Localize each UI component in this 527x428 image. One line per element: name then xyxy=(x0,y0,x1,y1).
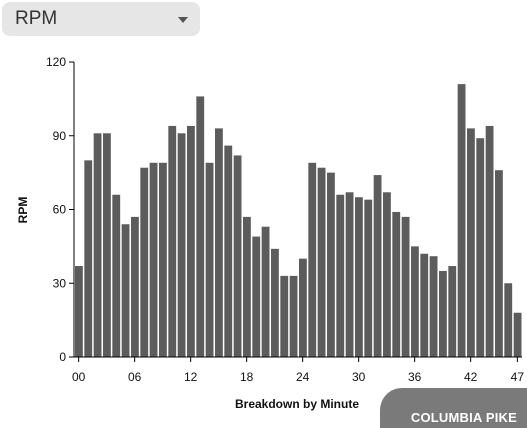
bar-minute-6 xyxy=(131,216,139,358)
x-tick-label: 18 xyxy=(240,370,254,384)
bar-minute-26 xyxy=(317,167,326,357)
bar-minute-19 xyxy=(252,236,261,357)
bar-minute-13 xyxy=(196,96,205,358)
bar-minute-2 xyxy=(93,133,102,357)
x-tick-label: 12 xyxy=(184,370,198,384)
bar-minute-23 xyxy=(289,275,298,358)
y-tick-label: 30 xyxy=(53,276,67,290)
bar-minute-16 xyxy=(224,145,233,357)
bar-minute-31 xyxy=(364,199,373,357)
bar-minute-35 xyxy=(401,216,410,358)
bar-minute-41 xyxy=(457,84,466,358)
bar-minute-36 xyxy=(411,246,419,358)
bar-minute-30 xyxy=(355,197,363,357)
metric-select[interactable]: RPM xyxy=(2,2,200,36)
bar-minute-14 xyxy=(205,162,214,357)
bar-minute-15 xyxy=(215,128,223,358)
bar-minute-44 xyxy=(485,125,494,357)
bar-minute-1 xyxy=(84,160,93,357)
bar-minute-0 xyxy=(75,266,83,357)
bar-minute-28 xyxy=(336,194,345,357)
y-tick-label: 120 xyxy=(46,55,66,69)
bar-minute-17 xyxy=(233,155,242,357)
bar-minute-27 xyxy=(327,172,335,358)
bar-minute-10 xyxy=(168,125,177,357)
bar-minute-42 xyxy=(467,128,475,358)
bar-minute-7 xyxy=(140,167,149,357)
bar-minute-45 xyxy=(495,170,503,357)
bar-minute-3 xyxy=(103,133,111,357)
x-tick-label: 42 xyxy=(464,370,478,384)
bar-minute-46 xyxy=(504,283,513,357)
x-tick-label: 00 xyxy=(72,370,86,384)
chevron-down-icon[interactable] xyxy=(178,17,188,23)
bar-minute-8 xyxy=(149,162,158,357)
metric-select-value: RPM xyxy=(15,8,58,29)
bar-minute-11 xyxy=(177,133,186,357)
y-tick-label: 60 xyxy=(53,203,67,217)
x-tick-label: 36 xyxy=(408,370,422,384)
bar-minute-39 xyxy=(439,270,447,357)
bar-minute-21 xyxy=(271,248,279,357)
footer-tab: COLUMBIA PIKE xyxy=(380,388,527,428)
bar-minute-37 xyxy=(420,253,429,357)
bar-minute-4 xyxy=(112,194,121,357)
bar-minute-5 xyxy=(121,224,130,357)
bar-minute-22 xyxy=(280,275,289,358)
bar-minute-20 xyxy=(261,226,270,357)
bar-minute-25 xyxy=(308,162,317,357)
bar-minute-38 xyxy=(429,256,438,357)
bar-minute-9 xyxy=(159,162,167,357)
y-tick-label: 0 xyxy=(59,350,66,364)
bar-minute-40 xyxy=(448,266,457,357)
x-tick-label: 06 xyxy=(128,370,142,384)
bar-minute-47 xyxy=(513,312,522,357)
bar-minute-29 xyxy=(345,192,354,357)
x-tick-label: 47 xyxy=(511,370,525,384)
bar-minute-34 xyxy=(392,211,401,357)
bar-minute-33 xyxy=(383,192,391,357)
bar-minute-18 xyxy=(243,216,251,358)
y-tick-label: 90 xyxy=(53,129,67,143)
x-tick-label: 30 xyxy=(352,370,366,384)
x-axis-title: Breakdown by Minute xyxy=(235,397,359,411)
bar-minute-24 xyxy=(299,258,307,357)
bar-minute-12 xyxy=(187,125,195,357)
x-tick-label: 24 xyxy=(296,370,310,384)
bar-minute-32 xyxy=(373,175,382,357)
footer-label: COLUMBIA PIKE xyxy=(410,410,517,425)
y-axis-title: RPM xyxy=(16,197,30,224)
bar-minute-43 xyxy=(476,138,485,357)
